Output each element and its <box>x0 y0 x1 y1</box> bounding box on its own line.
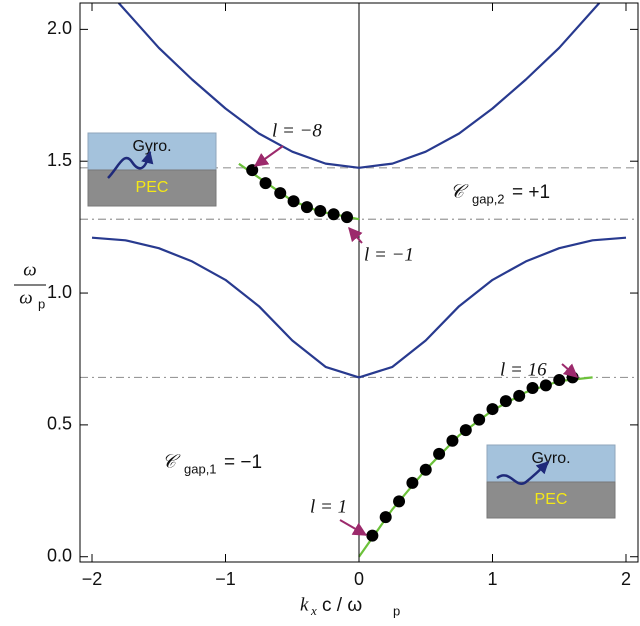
curve <box>91 236 627 379</box>
x-tick-label: −2 <box>82 569 103 589</box>
mode-dot <box>274 187 287 200</box>
mode-dot <box>340 211 353 224</box>
chern-label: 𝒞 <box>450 181 469 202</box>
annotation-arrow <box>348 226 363 244</box>
chern-label: = −1 <box>224 452 262 473</box>
mode-dot <box>499 395 512 408</box>
plot-area <box>80 3 638 562</box>
y-tick-label: 2.0 <box>47 18 72 38</box>
x-label: k <box>300 594 309 615</box>
y-tick-label: 0.0 <box>47 545 72 565</box>
chern-label: 𝒞 <box>162 451 181 472</box>
y-label: ω <box>19 287 32 308</box>
inset-gyro-label: Gyro. <box>132 138 171 155</box>
mode-dot <box>314 205 327 218</box>
annotation: l = −8 <box>272 120 322 141</box>
mode-dot <box>526 381 539 394</box>
chern-label-sub: gap,2 <box>472 191 505 206</box>
x-label-sub: p <box>393 603 400 618</box>
mode-dot <box>327 208 340 221</box>
annotation: l = 1 <box>310 496 347 517</box>
mode-dot <box>419 463 432 476</box>
mode-dot <box>406 476 419 489</box>
x-tick-label: −1 <box>215 569 236 589</box>
chern-label-sub: gap,1 <box>184 461 217 476</box>
x-label-sub: x <box>310 603 317 618</box>
y-tick-label: 1.0 <box>47 282 72 302</box>
mode-dot <box>513 389 526 402</box>
annotation-arrow <box>339 519 368 536</box>
mode-dot <box>259 177 272 190</box>
x-tick-label: 1 <box>487 569 497 589</box>
x-label: c / ω <box>322 595 362 616</box>
y-label-sub: p <box>38 296 45 311</box>
inset-wave <box>496 461 549 485</box>
mode-dot <box>486 403 499 416</box>
inset-wave <box>107 150 154 179</box>
mode-dot <box>287 195 300 208</box>
frame <box>79 2 639 563</box>
inset-pec <box>486 481 616 519</box>
overlay: −2 −1 0 1 20.00.51.01.52.0k x c / ω pωω pl = −8l… <box>14 3 638 618</box>
x-tick-label: 2 <box>621 569 631 589</box>
mode-dot <box>379 511 392 524</box>
mode-dot <box>366 529 379 542</box>
mode-dot <box>433 447 446 460</box>
mode-dot <box>300 201 313 214</box>
mode-dot <box>246 164 259 177</box>
annotation-arrow <box>253 145 284 167</box>
inset-gyro-label: Gyro. <box>531 450 570 467</box>
y-tick-label: 0.5 <box>47 414 72 434</box>
inset-pec-label: PEC <box>535 491 568 508</box>
x-tick-label: 0 <box>354 569 364 589</box>
mode-dot <box>553 374 566 387</box>
annotation-arrow <box>561 363 579 378</box>
mode-dot <box>539 379 552 392</box>
inset-pec-label: PEC <box>136 179 169 196</box>
annotation: l = −1 <box>364 244 414 265</box>
y-label: ω <box>23 259 36 280</box>
mode-dot <box>393 495 406 508</box>
chern-label: = +1 <box>512 182 550 203</box>
mode-dot <box>473 413 486 426</box>
annotation: l = 16 <box>500 359 547 380</box>
curve <box>117 3 601 169</box>
mode-dot <box>459 424 472 437</box>
mode-dot <box>446 434 459 447</box>
y-tick-label: 1.5 <box>47 150 72 170</box>
